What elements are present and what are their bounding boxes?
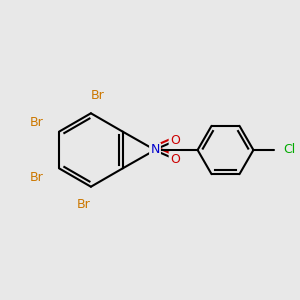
Text: Br: Br <box>91 89 105 102</box>
Text: Br: Br <box>30 171 44 184</box>
Text: Br: Br <box>77 198 91 211</box>
Text: O: O <box>170 152 180 166</box>
Text: Br: Br <box>30 116 44 129</box>
Text: Cl: Cl <box>283 143 295 157</box>
Text: N: N <box>150 143 160 157</box>
Text: O: O <box>170 134 180 148</box>
